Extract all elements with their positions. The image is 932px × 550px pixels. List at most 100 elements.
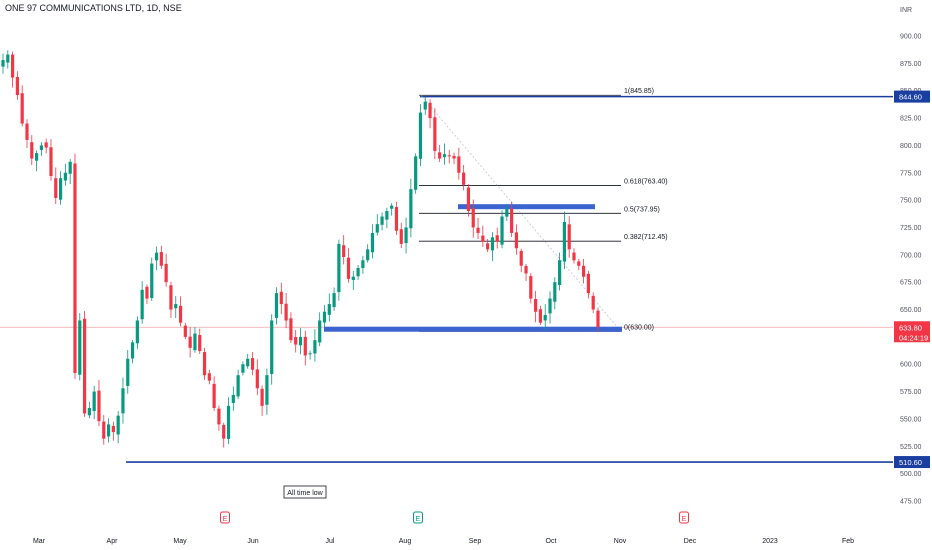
candle [490, 232, 495, 262]
candle-body [462, 172, 466, 185]
fib-level-label: 1(845.85) [624, 88, 654, 95]
currency-label: INR [900, 7, 912, 14]
price-axis[interactable]: INR900.00875.00850.00825.00800.00775.007… [900, 7, 922, 506]
candle [538, 305, 543, 325]
y-tick-label: 700.00 [900, 252, 922, 259]
candle [284, 292, 288, 329]
candle [298, 328, 303, 355]
candle-body [298, 336, 303, 346]
candle-body [222, 424, 226, 439]
candle-body [366, 249, 370, 261]
candle-body [44, 142, 48, 148]
candle-body [174, 304, 178, 309]
y-tick-label: 550.00 [900, 416, 922, 423]
candle-body [423, 101, 427, 110]
candle [452, 152, 456, 165]
countdown-text: 04:24:19 [899, 333, 928, 342]
x-tick-label: Jul [326, 538, 335, 545]
current-price-badge-bg [894, 321, 930, 343]
zone-band [458, 204, 595, 210]
candle-body [39, 145, 43, 150]
candle [577, 258, 581, 271]
candle-body [519, 250, 523, 266]
candle [591, 292, 595, 314]
candle-body [265, 375, 269, 405]
candle-body [164, 263, 168, 283]
y-tick-label: 775.00 [900, 170, 922, 177]
candle [226, 397, 231, 445]
y-tick-label: 475.00 [900, 499, 922, 506]
candle-body [126, 358, 130, 386]
candle-body [303, 336, 307, 356]
earnings-icon-letter: E [223, 516, 228, 523]
candle-body [154, 252, 159, 261]
candle-body [308, 353, 312, 355]
x-tick-label: Aug [399, 538, 412, 545]
candle [102, 415, 106, 445]
candle [534, 290, 538, 323]
candle [346, 248, 351, 283]
candle-body [97, 390, 101, 422]
candle [404, 217, 408, 254]
y-tick-label: 900.00 [900, 34, 922, 41]
candle [548, 291, 552, 324]
candle-body [78, 320, 82, 375]
candle-body [102, 421, 106, 439]
candle-body [548, 298, 552, 314]
annotation-text: All time low [287, 490, 323, 497]
candle [438, 145, 442, 162]
candle [207, 369, 211, 385]
candle [332, 287, 336, 311]
candle-body [212, 383, 216, 408]
candle-body [73, 163, 77, 373]
candle [457, 147, 461, 180]
candle-body [500, 216, 504, 245]
candle-body [471, 208, 475, 228]
candle-body [270, 320, 274, 375]
candle-body [418, 112, 423, 159]
x-tick-label: Apr [107, 538, 119, 545]
candle-body [514, 232, 519, 249]
candle [370, 224, 375, 259]
candle [337, 239, 341, 301]
candle-body [188, 336, 192, 348]
candle [130, 339, 135, 364]
candle-body [274, 293, 279, 318]
candle [495, 227, 499, 249]
candle [44, 138, 48, 154]
candle [418, 104, 423, 167]
candle-body [438, 152, 442, 159]
candle [193, 327, 197, 353]
candle [500, 210, 504, 249]
candle-body [236, 375, 240, 397]
x-tick-label: Oct [546, 538, 557, 545]
candle [342, 235, 346, 265]
candle-body [15, 76, 19, 96]
candle [188, 327, 192, 358]
time-axis[interactable]: Mar Apr May Jun Jul Aug Sep Oct Nov Dec 2023 Feb [33, 538, 854, 545]
candle [567, 216, 571, 258]
candle-body [250, 358, 255, 370]
candle [63, 163, 67, 186]
level-badge-high-text: 844.60 [899, 93, 922, 102]
candle-body [106, 424, 111, 437]
fibonacci-retracement: 1(845.85) 0.618(763.40) 0.5(737.95) 0.382(7… [419, 88, 668, 332]
candle-body [294, 337, 298, 345]
candle [558, 252, 562, 291]
candle-body [241, 364, 245, 373]
annotation-all-time-low[interactable]: All time low [283, 485, 327, 499]
candle-body [284, 303, 288, 321]
candle-body [111, 425, 115, 433]
candle-body [279, 291, 283, 305]
candle-body [58, 178, 63, 200]
candle [87, 401, 91, 419]
candle-body [490, 237, 495, 251]
x-tick-label: Sep [469, 538, 482, 545]
candle [394, 201, 399, 235]
candle [322, 304, 327, 328]
zone-band [324, 326, 622, 332]
candle [140, 281, 144, 324]
candle [351, 270, 355, 290]
